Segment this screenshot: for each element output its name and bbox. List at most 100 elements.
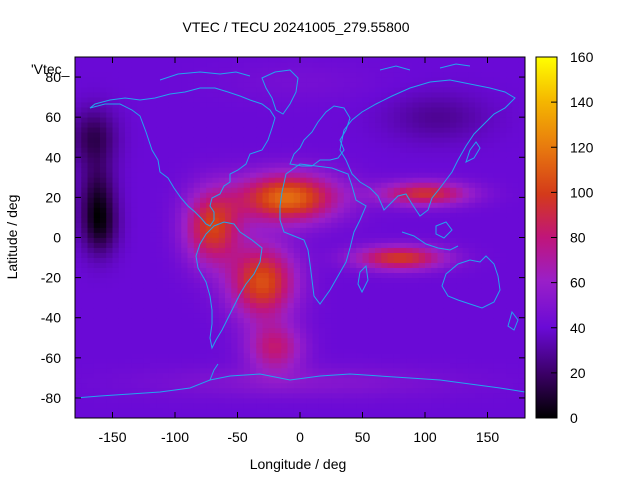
heatmap-cell xyxy=(312,397,320,404)
heatmap-cell xyxy=(231,292,238,299)
heatmap-cell xyxy=(500,327,507,334)
heatmap-cell xyxy=(162,232,170,238)
heatmap-cell xyxy=(400,157,407,163)
heatmap-cell xyxy=(487,267,495,273)
heatmap-cell xyxy=(493,82,501,88)
heatmap-cell xyxy=(112,277,120,284)
heatmap-cell xyxy=(256,87,263,93)
heatmap-cell xyxy=(81,342,88,349)
heatmap-cell xyxy=(243,82,251,88)
heatmap-cell xyxy=(462,182,470,188)
heatmap-cell xyxy=(81,187,88,193)
heatmap-cell xyxy=(100,252,107,258)
heatmap-cell xyxy=(350,237,357,243)
heatmap-cell xyxy=(143,362,151,369)
heatmap-cell xyxy=(112,292,120,299)
heatmap-cell xyxy=(300,257,307,263)
heatmap-cell xyxy=(200,192,207,198)
heatmap-cell xyxy=(75,307,82,314)
heatmap-cell xyxy=(250,322,257,329)
heatmap-cell xyxy=(325,362,332,369)
heatmap-cell xyxy=(106,362,113,369)
heatmap-cell xyxy=(262,347,270,354)
heatmap-cell xyxy=(125,377,132,384)
heatmap-cell xyxy=(212,297,220,304)
heatmap-cell xyxy=(356,207,363,213)
heatmap-cell xyxy=(256,172,263,178)
heatmap-cell xyxy=(150,227,157,233)
heatmap-cell xyxy=(118,227,126,233)
heatmap-cell xyxy=(143,377,151,384)
heatmap-cell xyxy=(112,107,120,113)
heatmap-cell xyxy=(493,157,501,163)
heatmap-cell xyxy=(212,397,220,404)
heatmap-cell xyxy=(281,122,288,128)
heatmap-cell xyxy=(368,207,376,213)
heatmap-cell xyxy=(375,287,382,294)
heatmap-cell xyxy=(156,367,163,374)
heatmap-cell xyxy=(118,192,126,198)
heatmap-cell xyxy=(462,122,470,128)
heatmap-cell xyxy=(243,302,251,309)
heatmap-cell xyxy=(450,322,457,329)
heatmap-cell xyxy=(193,392,201,399)
heatmap-cell xyxy=(443,287,451,294)
heatmap-cell xyxy=(175,67,182,73)
heatmap-cell xyxy=(200,257,207,263)
heatmap-cell xyxy=(343,237,351,243)
heatmap-cell xyxy=(487,137,495,143)
heatmap-cell xyxy=(256,92,263,98)
heatmap-cell xyxy=(168,372,176,379)
heatmap-cell xyxy=(250,62,257,68)
heatmap-cell xyxy=(237,307,245,314)
heatmap-cell xyxy=(287,412,295,419)
heatmap-cell xyxy=(412,187,420,193)
heatmap-cell xyxy=(100,242,107,248)
heatmap-cell xyxy=(487,117,495,123)
heatmap-cell xyxy=(412,387,420,394)
heatmap-cell xyxy=(231,132,238,138)
heatmap-cell xyxy=(331,272,338,279)
heatmap-cell xyxy=(387,202,395,208)
heatmap-cell xyxy=(87,247,95,253)
heatmap-cell xyxy=(212,257,220,263)
heatmap-cell xyxy=(387,317,395,324)
heatmap-cell xyxy=(387,267,395,273)
heatmap-cell xyxy=(262,342,270,349)
heatmap-cell xyxy=(400,57,407,63)
heatmap-cell xyxy=(81,117,88,123)
heatmap-cell xyxy=(175,87,182,93)
heatmap-cell xyxy=(243,357,251,364)
heatmap-cell xyxy=(300,192,307,198)
heatmap-cell xyxy=(187,162,195,168)
heatmap-cell xyxy=(250,197,257,203)
heatmap-cell xyxy=(206,317,213,324)
heatmap-cell xyxy=(400,362,407,369)
heatmap-cell xyxy=(487,152,495,158)
heatmap-cell xyxy=(150,182,157,188)
heatmap-cell xyxy=(87,357,95,364)
heatmap-cell xyxy=(356,362,363,369)
heatmap-cell xyxy=(468,407,476,414)
heatmap-cell xyxy=(381,397,388,404)
heatmap-cell xyxy=(137,217,145,223)
heatmap-cell xyxy=(156,122,163,128)
heatmap-cell xyxy=(231,317,238,324)
heatmap-cell xyxy=(231,352,238,359)
heatmap-cell xyxy=(156,377,163,384)
heatmap-cell xyxy=(125,162,132,168)
heatmap-cell xyxy=(493,357,501,364)
heatmap-cell xyxy=(312,367,320,374)
heatmap-cell xyxy=(200,222,207,228)
heatmap-cell xyxy=(225,207,232,213)
heatmap-cell xyxy=(450,287,457,294)
heatmap-cell xyxy=(275,372,282,379)
heatmap-cell xyxy=(393,397,401,404)
heatmap-cell xyxy=(468,412,476,419)
heatmap-cell xyxy=(468,77,476,83)
heatmap-cell xyxy=(93,217,101,223)
heatmap-cell xyxy=(137,237,145,243)
heatmap-cell xyxy=(312,292,320,299)
heatmap-cell xyxy=(456,132,463,138)
heatmap-cell xyxy=(412,382,420,389)
